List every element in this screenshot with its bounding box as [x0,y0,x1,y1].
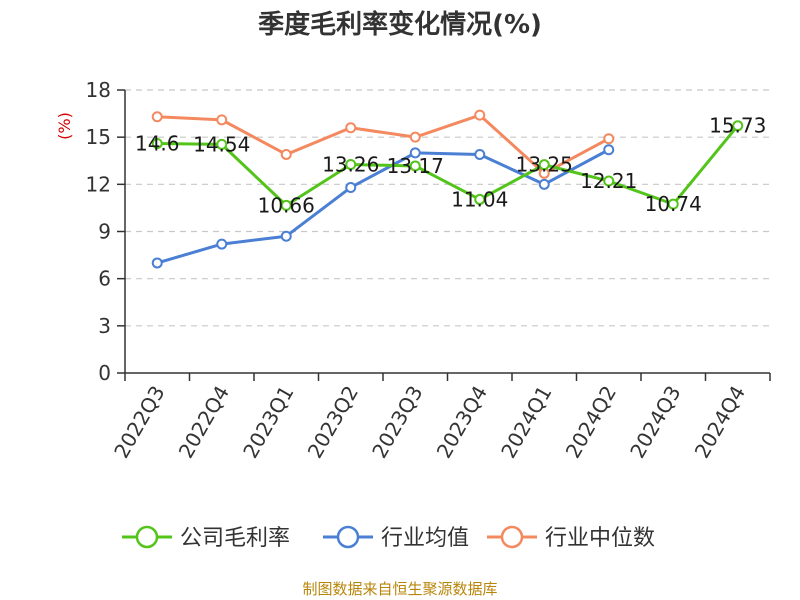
data-point [345,181,357,193]
series-line [157,124,739,207]
y-tick-label: 3 [98,314,111,338]
data-point [603,175,615,187]
data-point [538,178,550,190]
data-labels: 14.6 14.54 10.66 13.26 13.17 11.04 13.25 12.21 1… [135,114,766,218]
x-tick-label: 2024Q2 [561,382,621,463]
source-note: 制图数据来自恒生聚源数据库 [302,580,497,598]
series-2 [151,109,615,179]
data-point [538,159,550,171]
data-point [216,114,228,126]
data-label: 14.54 [193,132,250,156]
data-point [280,199,292,211]
data-point [409,131,421,143]
y-tick-label: 12 [86,172,111,196]
x-tick-label: 2022Q4 [174,382,234,463]
legend-item-2: 行业中位数 [487,525,655,551]
legend-label: 行业中位数 [545,526,655,551]
chart-title: 季度毛利率变化情况(%) [258,9,542,40]
x-tick-label: 2022Q3 [109,382,169,463]
legend-label: 公司毛利率 [180,526,290,551]
axes: 0 3 6 9 12 15 18 2022Q3 2022Q4 2023Q1 2023Q2 2023Q3… [86,78,771,463]
series-line [156,148,610,265]
data-point [603,144,615,156]
legend-label: 行业均值 [381,526,469,551]
series-lines [151,109,744,269]
data-label: 11.04 [451,187,508,211]
data-label: 14.6 [135,131,180,155]
data-point [345,122,357,134]
y-tick-label: 6 [98,267,111,291]
legend-item-1: 行业均值 [323,525,469,551]
legend-marker [336,525,360,549]
legend-item-0: 公司毛利率 [122,525,290,551]
data-label: 13.26 [322,153,379,177]
legend-marker [500,525,524,549]
data-label: 10.74 [645,192,702,216]
data-point [345,159,357,171]
data-label: 12.21 [580,169,637,193]
x-tick-label: 2023Q4 [432,382,492,463]
data-point [603,133,615,145]
x-tick-label: 2023Q2 [303,382,363,463]
data-point [667,198,679,210]
legend: 公司毛利率 行业均值 行业中位数 [122,525,655,551]
series-line [157,113,610,175]
data-point [474,109,486,121]
data-point [151,137,163,149]
data-point [409,147,421,159]
x-tick-label: 2024Q3 [625,382,685,463]
y-tick-label: 18 [86,78,111,102]
data-label: 15.73 [709,114,766,138]
data-point [216,238,228,250]
y-tick-label: 0 [98,361,111,385]
legend-marker [135,525,159,549]
x-tick-label: 2023Q1 [238,382,298,463]
y-tick-label: 9 [98,220,111,244]
series-0 [151,120,744,211]
data-point [280,148,292,160]
y-axis-unit-label: (%) [55,112,74,140]
data-point [280,230,292,242]
data-point [732,120,744,132]
data-label: 13.25 [516,153,573,177]
data-point [474,148,486,160]
x-tick-label: 2024Q4 [690,382,750,463]
series-1 [151,144,615,269]
data-label: 10.66 [258,193,315,217]
data-point [216,138,228,150]
data-label: 13.17 [387,154,444,178]
x-tick-label: 2023Q3 [367,382,427,463]
data-point [474,193,486,205]
x-tick-label: 2024Q1 [496,382,556,463]
data-point [151,111,163,123]
y-tick-label: 15 [86,125,111,149]
data-point [151,257,163,269]
data-point [409,160,421,172]
